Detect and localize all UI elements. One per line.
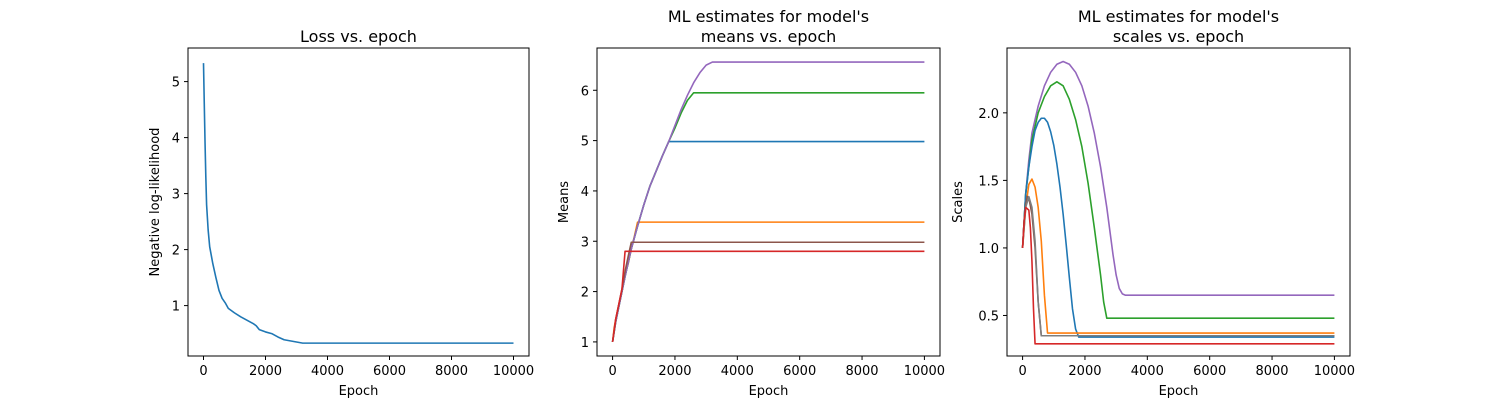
chart-2-xtick-label: 10000 <box>1314 364 1355 379</box>
chart-2-xtick-label: 6000 <box>1193 364 1226 379</box>
chart-2-ytick-label: 1.0 <box>978 242 999 257</box>
chart-2-ytick-label: 0.5 <box>978 309 999 324</box>
chart-1-xtick-label: 10000 <box>904 364 945 379</box>
chart-0-xtick-label: 6000 <box>373 364 406 379</box>
chart-0-xlabel: Epoch <box>339 384 379 399</box>
chart-0-xtick-label: 10000 <box>493 364 534 379</box>
chart-2-xtick-label: 2000 <box>1068 364 1101 379</box>
chart-0-ytick-label: 5 <box>172 76 180 91</box>
chart-1-ytick-label: 2 <box>581 286 589 301</box>
chart-0-plot-frame <box>187 47 530 357</box>
chart-1-ytick-label: 4 <box>581 185 589 200</box>
chart-0-xtick-label: 8000 <box>435 364 468 379</box>
chart-2-series-2-line <box>1021 117 1335 338</box>
chart-1-xtick-label: 2000 <box>658 364 691 379</box>
chart-1-title-line-0: ML estimates for model's <box>668 7 869 26</box>
chart-1-title-line-1: means vs. epoch <box>701 27 837 46</box>
chart-1-xtick-label: 0 <box>608 364 616 379</box>
chart-1-ytick-label: 3 <box>581 235 589 250</box>
chart-1-xtick-label: 6000 <box>783 364 816 379</box>
chart-0-ylabel: Negative log-likelihood <box>148 128 163 277</box>
chart-2-ytick-label: 2.0 <box>978 107 999 122</box>
chart-2-xtick-label: 0 <box>1018 364 1026 379</box>
chart-2-title-line-0: ML estimates for model's <box>1078 7 1279 26</box>
chart-1-series-3-line <box>611 61 925 343</box>
chart-0-xtick-label: 0 <box>199 364 207 379</box>
chart-2-plot-frame <box>1006 47 1351 357</box>
chart-2-xtick-label: 8000 <box>1255 364 1288 379</box>
chart-1-ytick-label: 5 <box>581 135 589 150</box>
chart-2-xtick-label: 4000 <box>1131 364 1164 379</box>
chart-1-xtick-label: 8000 <box>845 364 878 379</box>
chart-0-title-line-0: Loss vs. epoch <box>300 27 417 46</box>
loss-chart: 0 2000 4000 6000 8000 10000 1 2 3 4 5 Epoch Negative… <box>148 27 534 399</box>
chart-1-xtick-label: 4000 <box>721 364 754 379</box>
means-chart: 0 2000 4000 6000 8000 10000 1 2 3 4 5 6 Epoch Means ML… <box>557 7 945 399</box>
scales-chart: 0 2000 4000 6000 8000 10000 0.5 1.0 1.5 2.0 Epoch S… <box>951 7 1355 399</box>
chart-2-title-line-1: scales vs. epoch <box>1113 27 1244 46</box>
chart-0-ytick-label: 2 <box>172 244 180 259</box>
chart-2-ytick-label: 1.5 <box>978 174 999 189</box>
chart-2-xlabel: Epoch <box>1159 384 1199 399</box>
chart-1-xlabel: Epoch <box>749 384 789 399</box>
chart-0-xtick-label: 4000 <box>311 364 344 379</box>
chart-0-ytick-label: 4 <box>172 132 180 147</box>
chart-1-ytick-label: 6 <box>581 84 589 99</box>
chart-0-ytick-label: 3 <box>172 188 180 203</box>
chart-1-series-5-line <box>611 250 925 343</box>
chart-2-series-0-line <box>1021 60 1335 297</box>
chart-0-xtick-label: 2000 <box>249 364 282 379</box>
chart-2-series-6-line <box>1021 206 1335 345</box>
chart-0-ytick-label: 1 <box>172 300 180 315</box>
chart-0-series-0-line <box>202 63 514 344</box>
chart-1-ytick-label: 1 <box>581 336 589 351</box>
chart-1-ylabel: Means <box>557 181 572 223</box>
chart-1-plot-frame <box>596 47 941 357</box>
chart-2-series-1-line <box>1021 80 1335 319</box>
chart-2-ylabel: Scales <box>951 181 966 223</box>
